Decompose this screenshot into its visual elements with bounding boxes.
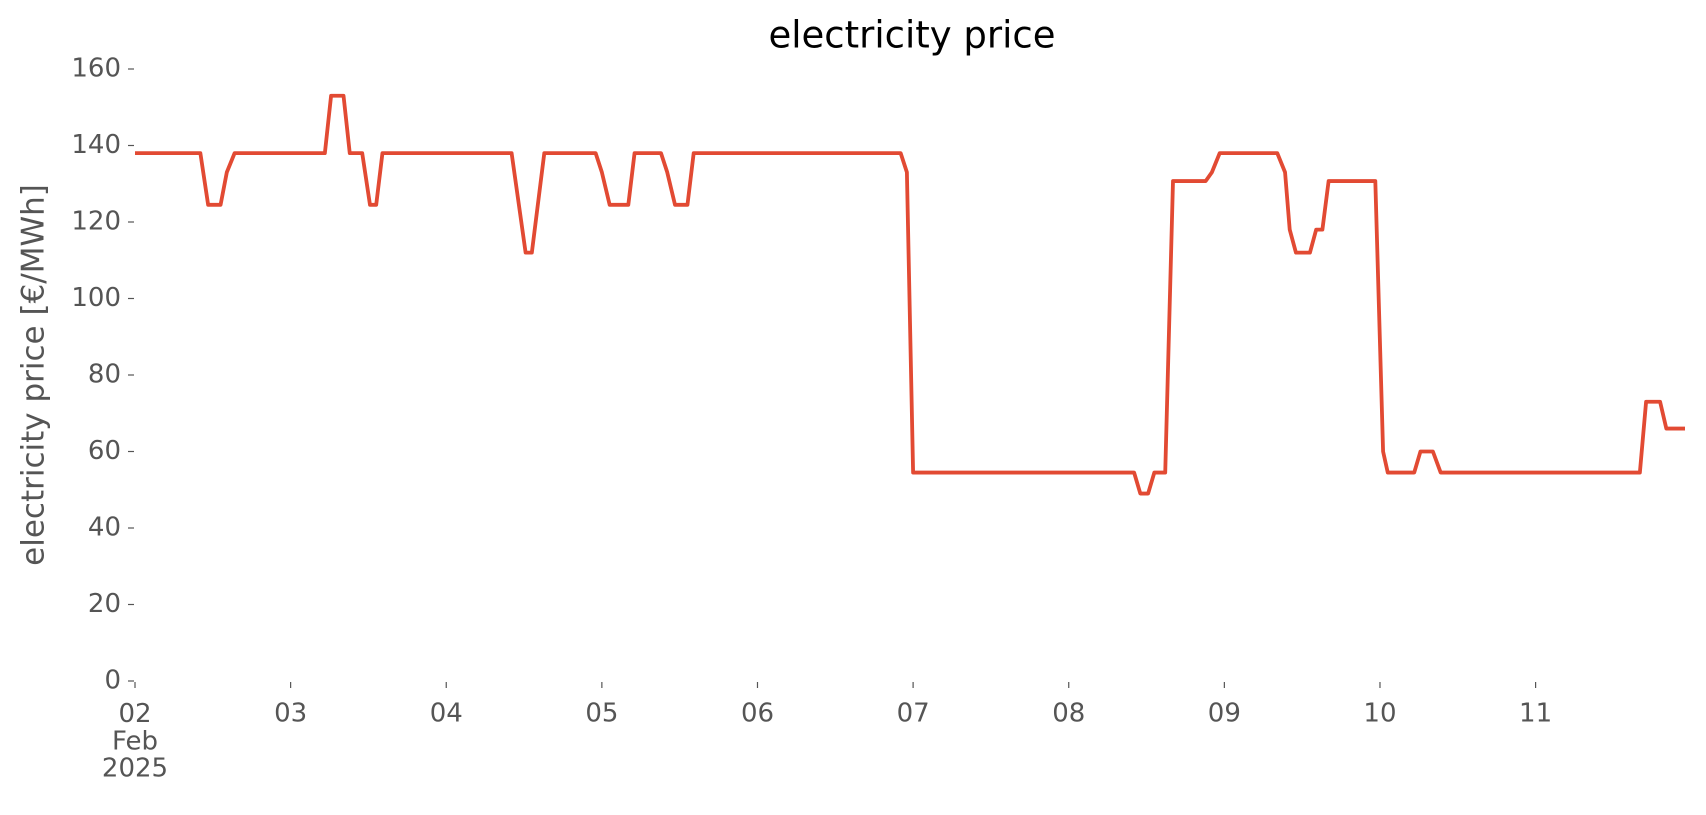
x-tick-label: 02 Feb 2025 — [102, 699, 168, 784]
x-tick-label: 10 — [1363, 699, 1396, 729]
x-tick-label: 07 — [897, 699, 930, 729]
y-tick-label: 140 — [71, 130, 121, 160]
x-tick-label: 04 — [430, 699, 463, 729]
x-tick-label: 03 — [274, 699, 307, 729]
y-tick-label: 80 — [88, 360, 121, 390]
x-tick-label: 11 — [1519, 699, 1552, 729]
y-tick-label: 100 — [71, 283, 121, 313]
x-tick-label: 08 — [1052, 699, 1085, 729]
y-tick-label: 160 — [71, 54, 121, 84]
x-tick-label: 06 — [741, 699, 774, 729]
y-tick-label: 60 — [88, 436, 121, 466]
y-tick-label: 20 — [88, 589, 121, 619]
chart-title: electricity price — [768, 14, 1055, 57]
x-tick-label: 09 — [1208, 699, 1241, 729]
x-tick-label: 05 — [585, 699, 618, 729]
price-line — [135, 93, 1685, 496]
y-tick-label: 120 — [71, 207, 121, 237]
y-tick-label: 0 — [104, 666, 121, 696]
y-axis-label: electricity price [€/MWh] — [16, 184, 52, 566]
y-tick-label: 40 — [88, 513, 121, 543]
